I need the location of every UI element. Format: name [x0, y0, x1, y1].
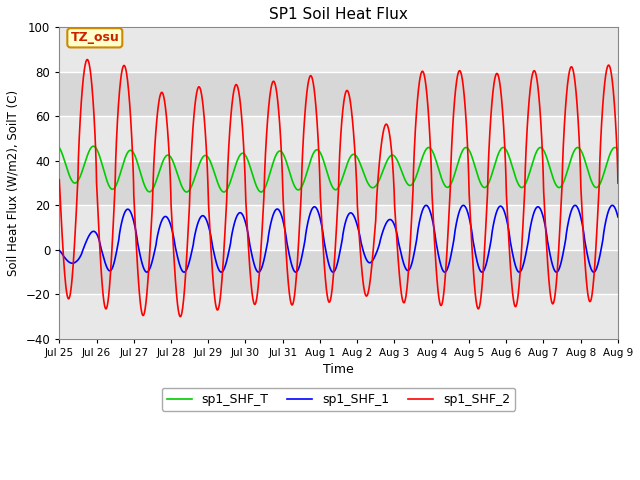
- sp1_SHF_1: [56, 248, 63, 253]
- sp1_SHF_T: [367, 184, 375, 190]
- sp1_SHF_2: [565, 71, 573, 76]
- sp1_SHF_2: [212, 301, 220, 307]
- Bar: [60, 72, 618, 116]
- sp1_SHF_1: [422, 203, 430, 208]
- sp1_SHF_T: [614, 147, 622, 153]
- sp1_SHF_2: [614, 180, 622, 186]
- sp1_SHF_1: [292, 269, 300, 275]
- sp1_SHF_1: [367, 259, 375, 265]
- sp1_SHF_1: [355, 229, 363, 235]
- Text: TZ_osu: TZ_osu: [70, 31, 119, 44]
- sp1_SHF_2: [177, 314, 184, 320]
- sp1_SHF_T: [257, 189, 265, 195]
- sp1_SHF_T: [580, 156, 588, 162]
- sp1_SHF_T: [355, 158, 363, 164]
- Y-axis label: Soil Heat Flux (W/m2), SoilT (C): Soil Heat Flux (W/m2), SoilT (C): [7, 90, 20, 276]
- sp1_SHF_T: [502, 146, 509, 152]
- Bar: [60, 250, 618, 294]
- sp1_SHF_1: [502, 212, 509, 217]
- Line: sp1_SHF_T: sp1_SHF_T: [60, 146, 618, 192]
- Legend: sp1_SHF_T, sp1_SHF_1, sp1_SHF_2: sp1_SHF_T, sp1_SHF_1, sp1_SHF_2: [162, 387, 515, 410]
- sp1_SHF_1: [211, 255, 219, 261]
- Line: sp1_SHF_1: sp1_SHF_1: [60, 205, 618, 272]
- sp1_SHF_1: [614, 214, 622, 220]
- X-axis label: Time: Time: [323, 363, 354, 376]
- sp1_SHF_T: [211, 173, 219, 179]
- sp1_SHF_1: [565, 216, 573, 222]
- Title: SP1 Soil Heat Flux: SP1 Soil Heat Flux: [269, 7, 408, 22]
- sp1_SHF_2: [83, 57, 91, 62]
- sp1_SHF_2: [580, 252, 588, 258]
- sp1_SHF_1: [580, 237, 588, 242]
- sp1_SHF_2: [355, 232, 363, 238]
- sp1_SHF_T: [90, 144, 97, 149]
- sp1_SHF_2: [502, 158, 509, 164]
- Bar: [60, 161, 618, 205]
- Line: sp1_SHF_2: sp1_SHF_2: [60, 60, 618, 317]
- sp1_SHF_T: [56, 144, 63, 150]
- sp1_SHF_2: [367, 267, 375, 273]
- sp1_SHF_2: [56, 177, 63, 182]
- sp1_SHF_T: [565, 163, 573, 168]
